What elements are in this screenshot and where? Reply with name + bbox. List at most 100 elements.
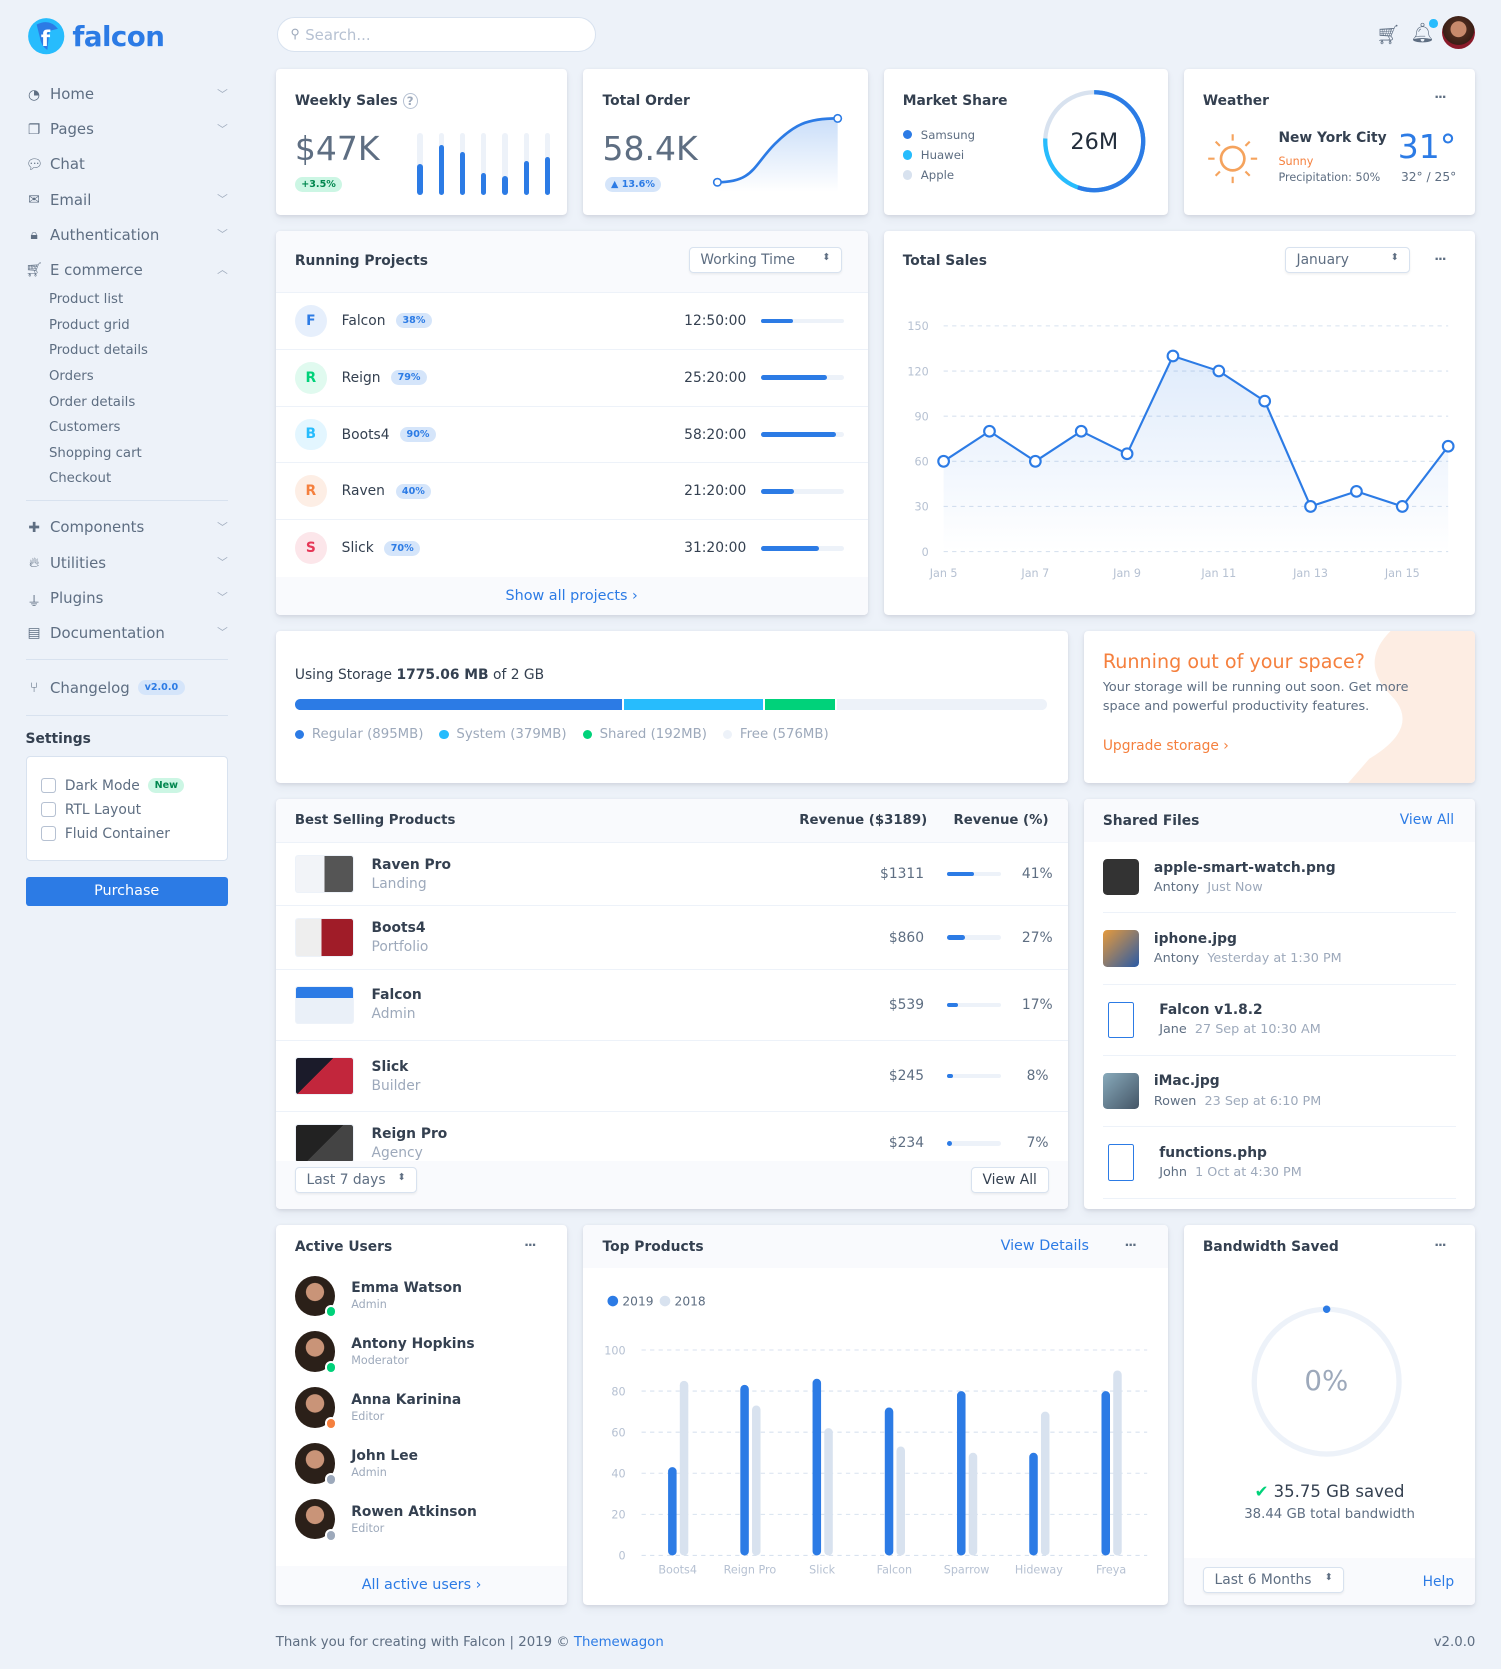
sidebar-subitem[interactable]: Product grid	[48, 317, 130, 333]
project-avatar: R	[294, 361, 327, 394]
sidebar-item-pages[interactable]: ❐ Pages ﹀	[26, 112, 228, 147]
more-options-icon[interactable]: ···	[1124, 1238, 1136, 1253]
bar-2018	[680, 1380, 689, 1556]
working-time-select[interactable]: Working Time ⬍	[688, 246, 842, 274]
card-title: Best Selling Products	[294, 813, 456, 829]
chevron-down-icon: ﹀	[217, 626, 228, 640]
product-row[interactable]: Boots4 Portfolio $860 27%	[275, 905, 1068, 968]
y-tick-label: 60	[612, 1426, 626, 1439]
search-input[interactable]: ⚲ Search...	[276, 17, 597, 53]
avatar[interactable]	[1442, 15, 1476, 49]
cart-icon[interactable]: 🛒︎	[1376, 23, 1401, 47]
rtl-layout-checkbox[interactable]: RTL Layout	[41, 798, 211, 822]
file-icon	[1108, 1144, 1134, 1181]
sidebar-subitem[interactable]: Orders	[48, 369, 94, 385]
user-item[interactable]: Emma Watson Admin	[276, 1268, 568, 1324]
divider	[25, 500, 228, 502]
legend-label: 2018	[675, 1294, 706, 1308]
user-item[interactable]: Anna Karinina Editor	[276, 1380, 568, 1436]
bandwidth-period-select[interactable]: Last 6 Months ⬍	[1202, 1566, 1345, 1594]
sidebar-item-documentation[interactable]: ▤ Documentation ﹀	[26, 615, 228, 650]
sidebar-subitem[interactable]: Customers	[48, 420, 121, 436]
card-title: Total Order	[602, 92, 690, 109]
themewagon-link[interactable]: Themewagon	[573, 1635, 664, 1651]
all-active-users-link[interactable]: All active users ›	[275, 1565, 568, 1606]
revenue-progress	[947, 1141, 1001, 1146]
sidebar-item-e-commerce[interactable]: 🛒︎ E commerce ︿	[26, 252, 228, 287]
y-tick-label: 120	[907, 365, 928, 378]
product-row[interactable]: Slick Builder $245 8%	[275, 1039, 1068, 1111]
file-item[interactable]: iphone.jpg Antony Yesterday at 1:30 PM	[1102, 913, 1457, 985]
y-tick-label: 150	[907, 320, 928, 333]
sidebar-item-chat[interactable]: 💬︎Chat﹀	[26, 147, 228, 182]
more-options-icon[interactable]: ···	[1434, 1238, 1446, 1253]
sidebar-subitem[interactable]: Order details	[48, 394, 136, 410]
project-row[interactable]: S Slick 70% 31:20:00	[275, 519, 868, 576]
file-name: apple-smart-watch.png	[1153, 859, 1336, 876]
file-item[interactable]: functions.php John 1 Oct at 4:30 PM	[1102, 1127, 1457, 1199]
month-select[interactable]: January ⬍	[1284, 246, 1411, 274]
fluid-container-checkbox[interactable]: Fluid Container	[41, 822, 211, 846]
product-row[interactable]: Raven Pro Landing $1311 41%	[275, 842, 1068, 905]
data-point	[1074, 424, 1088, 438]
user-item[interactable]: John Lee Admin	[276, 1435, 568, 1491]
card-title: Bandwidth Saved	[1202, 1239, 1339, 1256]
user-role: Admin	[351, 1465, 387, 1479]
bell-icon[interactable]: 🔔︎	[1410, 19, 1438, 44]
legend-label: 2019	[623, 1294, 654, 1308]
more-options-icon[interactable]: ···	[1434, 90, 1446, 106]
sidebar-subitem[interactable]: Product details	[48, 343, 148, 359]
view-all-link[interactable]: View All	[1399, 812, 1455, 829]
product-name: Slick	[371, 1058, 409, 1075]
product-name: Raven Pro	[371, 856, 452, 873]
view-details-link[interactable]: View Details	[1000, 1238, 1089, 1254]
more-options-icon[interactable]: ···	[1434, 252, 1446, 268]
view-all-button[interactable]: View All	[970, 1166, 1049, 1194]
search-icon: ⚲	[290, 27, 300, 43]
change-badge: +3.5%	[294, 176, 343, 192]
purchase-button[interactable]: Purchase	[25, 877, 228, 906]
product-row[interactable]: Falcon Admin $539 17%	[275, 968, 1068, 1040]
project-name: Slick	[341, 540, 374, 557]
project-row[interactable]: R Reign 79% 25:20:00	[275, 348, 868, 406]
sidebar-item-changelog[interactable]: ⑂ Changelog v2.0.0	[26, 668, 228, 706]
bar-2018	[752, 1405, 761, 1556]
show-all-projects-link[interactable]: Show all projects ›	[275, 576, 868, 616]
file-item[interactable]: Falcon v1.8.2 Jane 27 Sep at 10:30 AM	[1102, 985, 1457, 1056]
sidebar-subitem[interactable]: Shopping cart	[48, 445, 142, 461]
user-item[interactable]: Rowen Atkinson Editor	[276, 1491, 568, 1547]
project-row[interactable]: R Raven 40% 21:20:00	[275, 462, 868, 519]
sidebar-subitem[interactable]: Product list	[48, 292, 124, 308]
sidebar-item-home[interactable]: ◔ Home ﹀	[26, 77, 228, 112]
help-link[interactable]: Help	[1422, 1574, 1455, 1591]
upgrade-storage-link[interactable]: Upgrade storage ›	[1102, 737, 1229, 754]
project-row[interactable]: B Boots4 90% 58:20:00	[275, 405, 868, 463]
user-item[interactable]: Antony Hopkins Moderator	[276, 1324, 568, 1380]
weekly-sales-bar	[481, 133, 487, 195]
sidebar-item-email[interactable]: ✉ Email ﹀	[26, 182, 228, 217]
more-options-icon[interactable]: ···	[524, 1238, 536, 1253]
help-icon[interactable]: ?	[402, 92, 418, 109]
sidebar-item-label: Chat	[50, 155, 85, 174]
bandwidth-saved-card: Bandwidth Saved ··· 0% ✔ 35.75 GB saved …	[1183, 1225, 1476, 1606]
file-item[interactable]: apple-smart-watch.png Antony Just Now	[1102, 842, 1457, 914]
sidebar-item-authentication[interactable]: 🔒︎ Authentication ﹀	[26, 217, 227, 252]
brand-logo[interactable]: f falcon	[26, 15, 228, 58]
user-name: John Lee	[351, 1447, 418, 1464]
period-select[interactable]: Last 7 days ⬍	[294, 1166, 418, 1194]
product-row[interactable]: Reign Pro Agency $234 7%	[275, 1111, 1068, 1174]
file-item[interactable]: iMac.jpg Rowen 23 Sep at 6:10 PM	[1102, 1056, 1457, 1128]
sidebar-item-plugins[interactable]: ⏚ Plugins ﹀	[26, 580, 228, 615]
sidebar-item-components[interactable]: ✚ Components ﹀	[26, 510, 228, 545]
project-progress	[761, 432, 845, 437]
sidebar-subitem[interactable]: Checkout	[48, 471, 112, 487]
dark-mode-checkbox[interactable]: Dark Mode New	[41, 774, 211, 798]
project-row[interactable]: F Falcon 38% 12:50:00	[275, 291, 868, 349]
book-icon: ▤	[27, 625, 41, 642]
zip-file-icon	[1108, 1001, 1134, 1038]
chevron-down-icon: ﹀	[217, 193, 228, 207]
revenue-percent: 17%	[1021, 996, 1053, 1013]
sidebar-item-utilities[interactable]: 🔥︎ Utilities ﹀	[26, 545, 228, 580]
storage-segment	[294, 699, 622, 710]
project-badge: 40%	[395, 483, 432, 500]
